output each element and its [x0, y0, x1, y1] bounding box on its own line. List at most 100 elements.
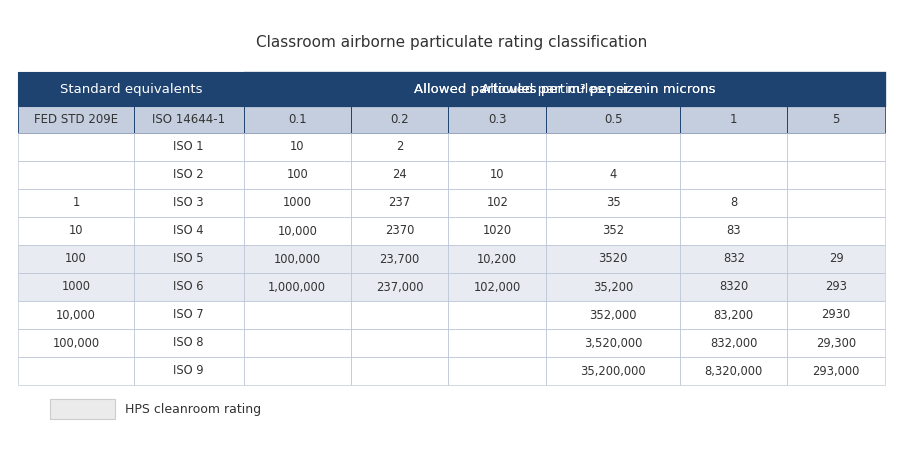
Text: 29: 29: [828, 252, 842, 266]
Bar: [351, 329, 448, 357]
Text: ISO 6: ISO 6: [173, 280, 204, 293]
Bar: [546, 357, 679, 385]
Bar: [351, 133, 448, 161]
Bar: [18, 217, 133, 245]
Text: 1: 1: [72, 197, 79, 210]
Bar: [133, 245, 244, 273]
Bar: [244, 189, 351, 217]
Text: FED STD 209E: FED STD 209E: [33, 113, 118, 126]
Bar: [351, 245, 448, 273]
Text: 1: 1: [729, 113, 737, 126]
Text: Allowed particules per m³ per size in microns: Allowed particules per m³ per size in mi…: [413, 82, 714, 95]
Text: 832,000: 832,000: [709, 337, 757, 350]
Bar: [351, 217, 448, 245]
Text: 3,520,000: 3,520,000: [584, 337, 641, 350]
Bar: [18, 161, 133, 189]
Bar: [18, 245, 133, 273]
Bar: [546, 161, 679, 189]
Bar: [448, 273, 546, 301]
Bar: [546, 106, 679, 133]
Text: 1,000,000: 1,000,000: [268, 280, 326, 293]
Bar: [244, 106, 351, 133]
Text: ISO 4: ISO 4: [173, 225, 204, 238]
Bar: [133, 357, 244, 385]
Text: 237: 237: [388, 197, 410, 210]
Text: Classroom airborne particulate rating classification: Classroom airborne particulate rating cl…: [255, 35, 647, 50]
Bar: [679, 357, 787, 385]
Bar: [546, 329, 679, 357]
Text: 10: 10: [290, 140, 304, 153]
Text: 35: 35: [605, 197, 620, 210]
Text: 1000: 1000: [61, 280, 90, 293]
Bar: [448, 217, 546, 245]
Bar: [244, 133, 351, 161]
Bar: [448, 245, 546, 273]
Bar: [679, 301, 787, 329]
Text: 832: 832: [722, 252, 744, 266]
Bar: [50, 399, 115, 419]
Bar: [351, 273, 448, 301]
Bar: [787, 301, 884, 329]
Bar: [787, 273, 884, 301]
Bar: [244, 245, 351, 273]
Bar: [18, 133, 133, 161]
Text: 2: 2: [396, 140, 403, 153]
Text: 5: 5: [832, 113, 839, 126]
Bar: [244, 161, 351, 189]
Text: 83: 83: [726, 225, 741, 238]
Bar: [448, 329, 546, 357]
Bar: [351, 161, 448, 189]
Bar: [244, 273, 351, 301]
Text: ISO 5: ISO 5: [173, 252, 204, 266]
Bar: [133, 329, 244, 357]
Bar: [351, 189, 448, 217]
Bar: [133, 133, 244, 161]
Bar: [18, 301, 133, 329]
Bar: [448, 357, 546, 385]
Text: 100,000: 100,000: [273, 252, 320, 266]
Bar: [787, 217, 884, 245]
Text: 352,000: 352,000: [589, 309, 636, 321]
Bar: [679, 189, 787, 217]
Bar: [546, 217, 679, 245]
Text: ISO 14644-1: ISO 14644-1: [152, 113, 225, 126]
Text: 10: 10: [490, 168, 504, 181]
Text: ISO 8: ISO 8: [173, 337, 204, 350]
Bar: [546, 301, 679, 329]
Text: 8: 8: [730, 197, 737, 210]
Text: 100: 100: [286, 168, 308, 181]
Bar: [679, 106, 787, 133]
Bar: [787, 245, 884, 273]
Bar: [133, 161, 244, 189]
Bar: [244, 357, 351, 385]
Text: 2370: 2370: [384, 225, 414, 238]
Text: 8,320,000: 8,320,000: [704, 364, 762, 378]
Bar: [244, 301, 351, 329]
Bar: [787, 357, 884, 385]
Text: 100: 100: [65, 252, 87, 266]
Text: ISO 1: ISO 1: [173, 140, 204, 153]
Text: 0.5: 0.5: [603, 113, 621, 126]
Text: 10,000: 10,000: [56, 309, 96, 321]
Text: ISO 7: ISO 7: [173, 309, 204, 321]
Bar: [18, 106, 133, 133]
Bar: [244, 72, 884, 106]
Text: 35,200,000: 35,200,000: [580, 364, 645, 378]
Text: 102: 102: [486, 197, 508, 210]
Text: 4: 4: [609, 168, 616, 181]
Bar: [18, 329, 133, 357]
Bar: [787, 161, 884, 189]
Bar: [448, 161, 546, 189]
Bar: [679, 161, 787, 189]
Text: 83,200: 83,200: [713, 309, 753, 321]
Text: 352: 352: [602, 225, 623, 238]
Bar: [787, 133, 884, 161]
Text: 1020: 1020: [483, 225, 511, 238]
Bar: [448, 106, 546, 133]
Bar: [351, 106, 448, 133]
Text: 0.3: 0.3: [487, 113, 506, 126]
Bar: [546, 245, 679, 273]
Bar: [244, 72, 884, 106]
Bar: [351, 301, 448, 329]
Bar: [448, 189, 546, 217]
